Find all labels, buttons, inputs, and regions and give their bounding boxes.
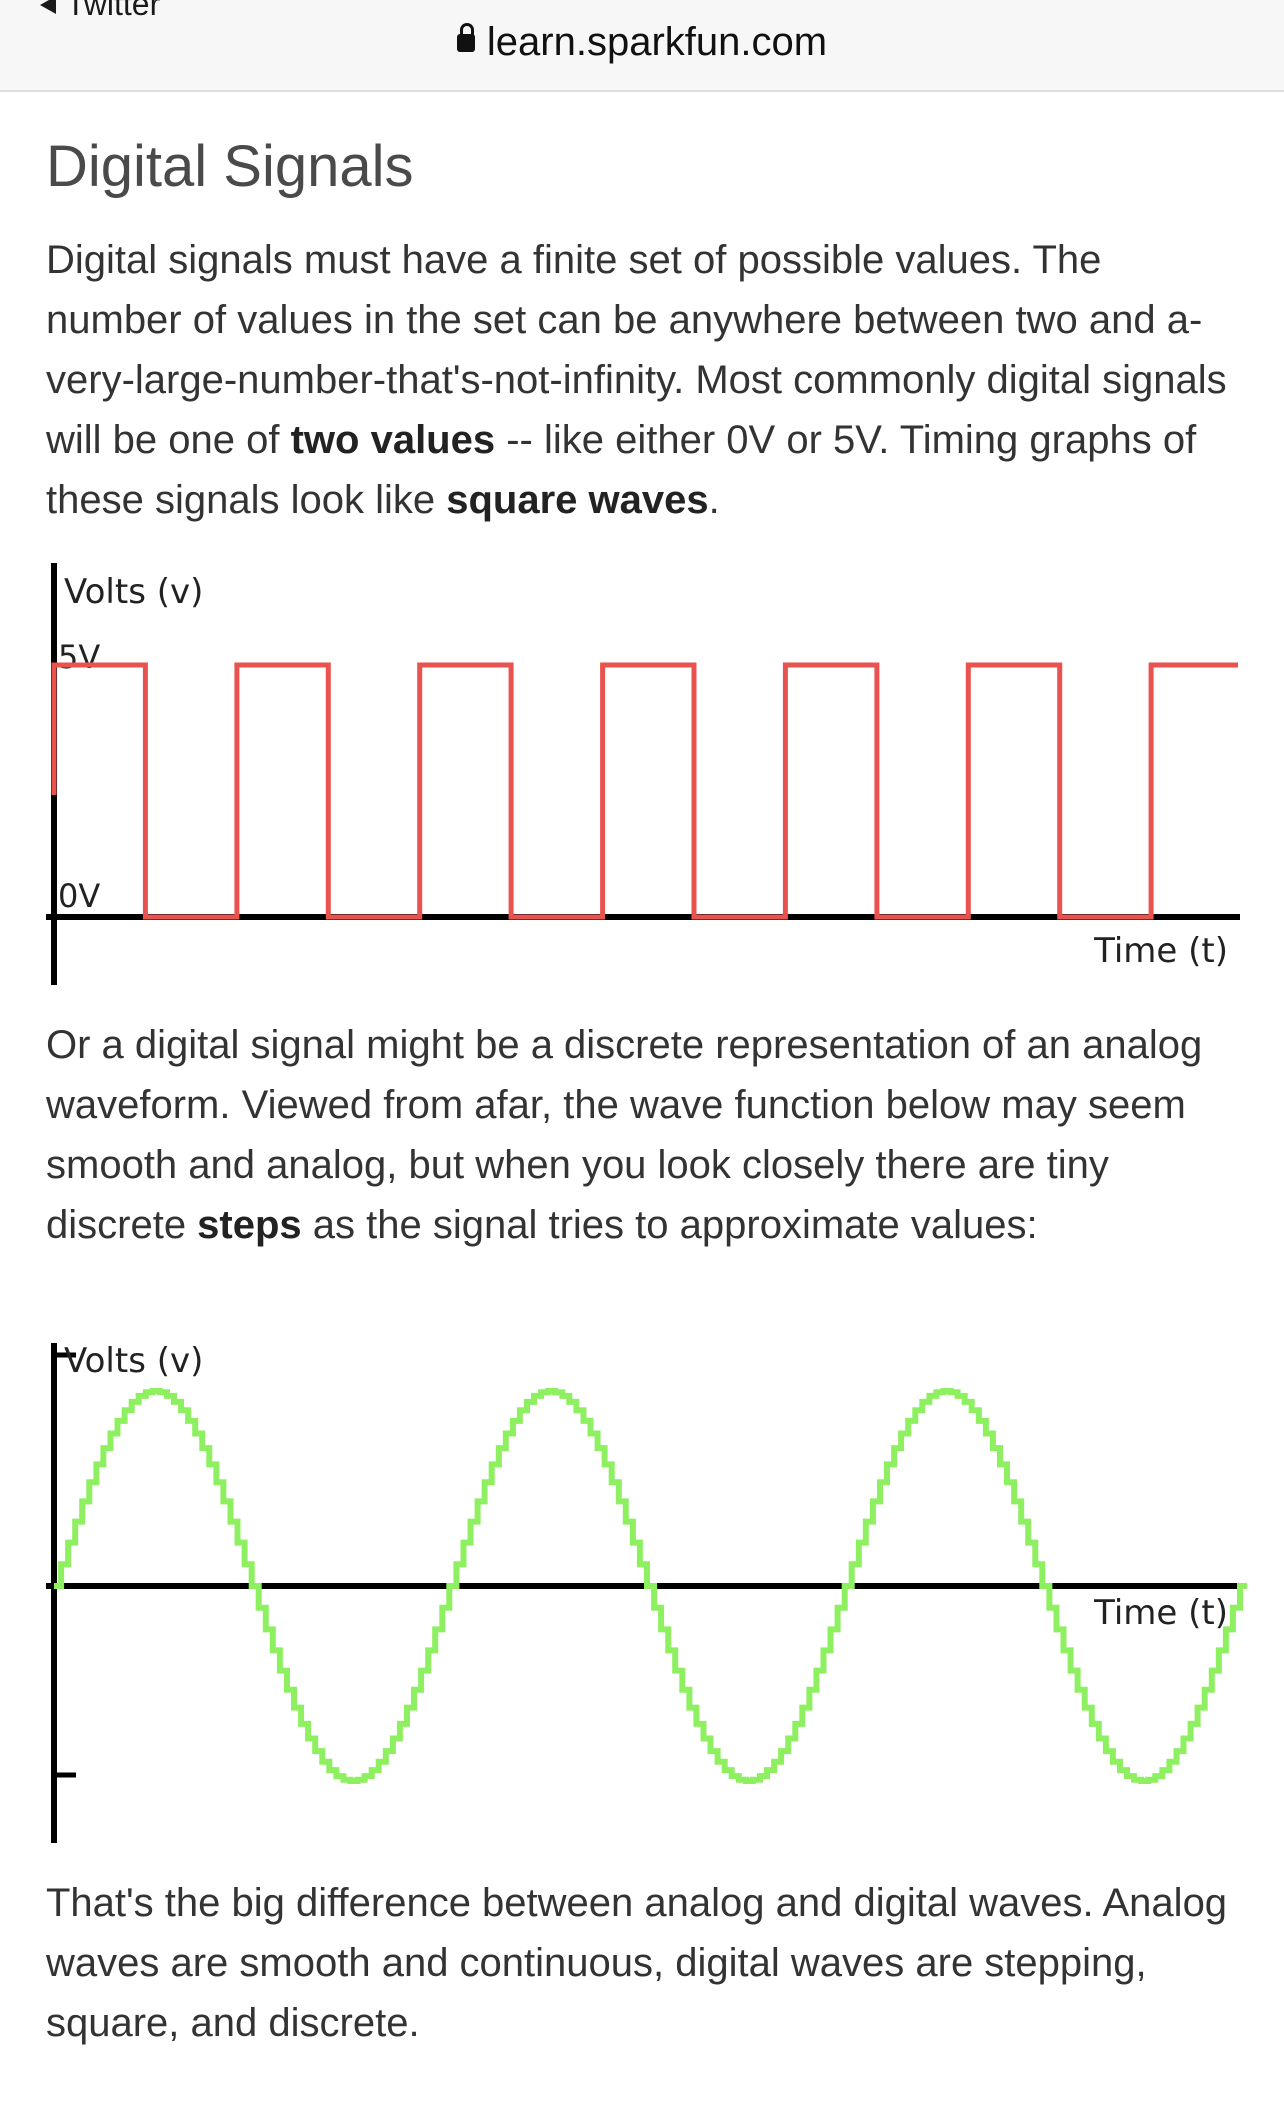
lock-icon [456,23,475,52]
paragraph-digital-intro: Digital signals must have a finite set o… [46,238,1227,522]
page-title: Digital Signals [46,134,414,199]
square-wave-chart: Volts (v) 5V 0V Time (t) [46,563,1240,985]
back-to-app-button[interactable]: Twitter [40,0,160,23]
bold-steps: steps [197,1203,302,1247]
x-axis-label: Time (t) [1093,931,1228,971]
bold-square-waves: square waves [446,478,709,522]
tick-label-5v: 5V [58,638,100,676]
browser-address-bar: Twitter learn.sparkfun.com [0,0,1284,92]
bold-two-values: two values [290,418,496,462]
url-text: learn.sparkfun.com [486,20,828,64]
y-axis-label: Volts (v) [64,1341,203,1381]
paragraph-discrete-representation: Or a digital signal might be a discrete … [46,1023,1203,1247]
back-arrow-icon [40,0,56,14]
y-axis-label: Volts (v) [64,572,203,612]
sine-wave-chart: Volts (v) Time (t) [46,1341,1248,1843]
back-label: Twitter [66,0,161,22]
paragraph-summary: That's the big difference between analog… [46,1881,1228,2045]
tick-label-0v: 0V [58,877,100,915]
url-field[interactable]: learn.sparkfun.com [0,20,1284,65]
square-wave-series [51,662,1238,920]
stepped-sine-series [54,1388,1248,1784]
x-axis-label: Time (t) [1093,1593,1228,1633]
